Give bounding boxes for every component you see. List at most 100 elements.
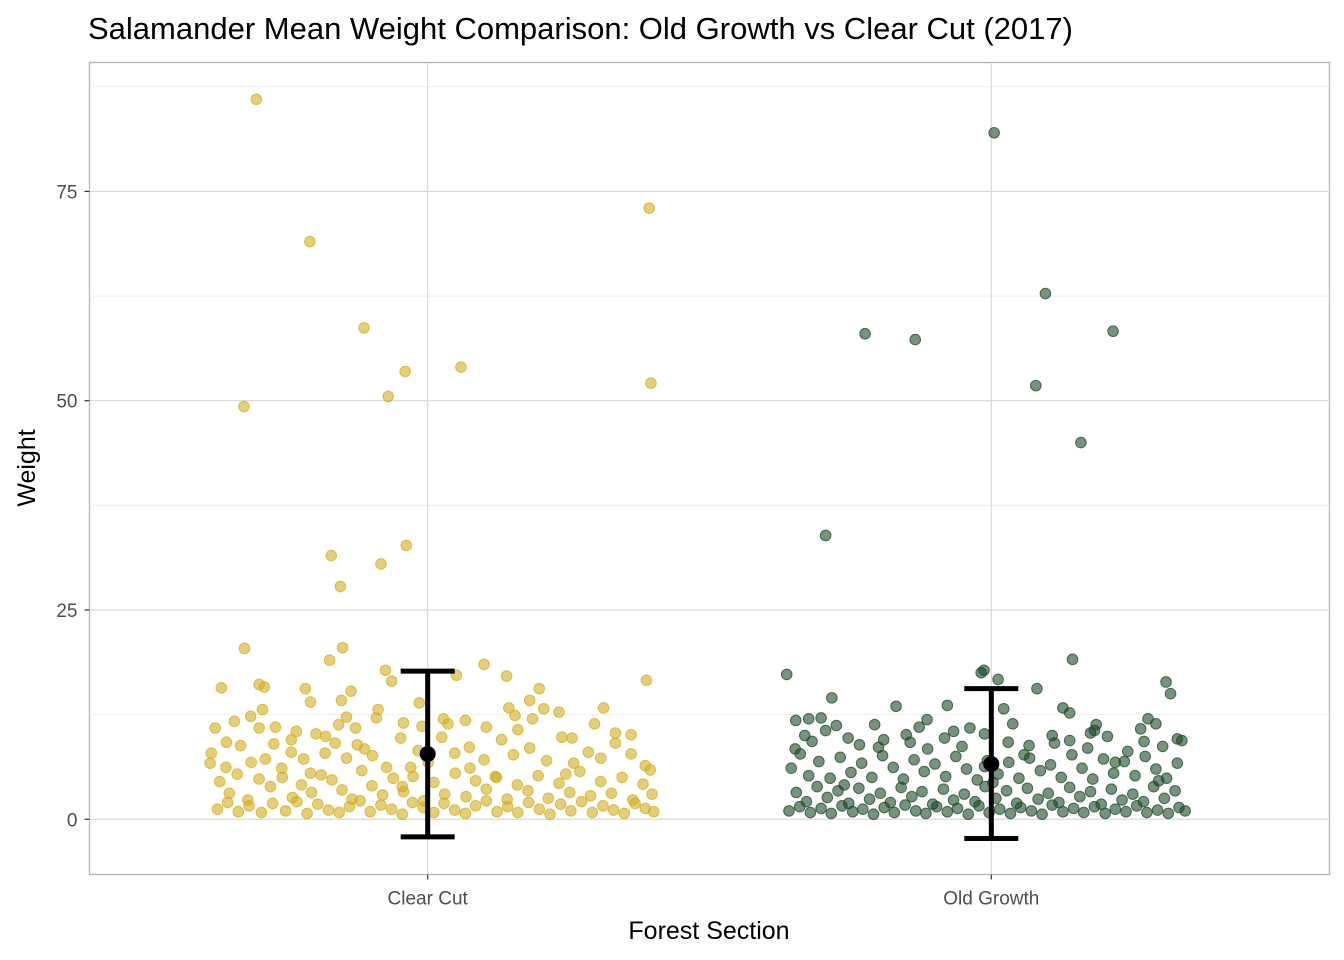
data-point: [1086, 773, 1099, 785]
data-point: [825, 807, 838, 820]
data-point: [597, 800, 609, 812]
data-point: [584, 790, 597, 802]
data-point: [264, 780, 277, 793]
data-point: [336, 784, 348, 796]
data-point: [973, 800, 985, 812]
data-point: [503, 702, 515, 714]
data-point: [913, 721, 925, 733]
data-point: [1101, 730, 1114, 743]
data-point: [947, 725, 960, 738]
data-point: [304, 235, 316, 248]
data-point: [255, 806, 268, 819]
data-point: [500, 670, 513, 682]
data-point: [315, 769, 327, 781]
data-point: [478, 658, 490, 671]
data-point: [268, 738, 280, 750]
data-point: [358, 743, 371, 755]
data-point: [322, 804, 335, 816]
data-point: [625, 748, 637, 760]
data-point: [238, 400, 250, 413]
data-point: [1055, 771, 1068, 784]
data-point: [205, 747, 218, 759]
data-point: [1075, 436, 1087, 449]
data-point: [819, 724, 832, 737]
data-point: [366, 749, 379, 762]
data-point: [256, 703, 269, 716]
x-tick-label: Old Growth: [943, 889, 1039, 910]
mean-point: [419, 745, 436, 762]
data-point: [920, 807, 932, 820]
data-point: [413, 697, 426, 709]
data-point: [291, 795, 303, 808]
data-point: [220, 761, 232, 774]
data-point: [645, 377, 657, 389]
data-point: [644, 764, 657, 776]
data-point: [209, 722, 221, 734]
data-point: [951, 802, 964, 815]
data-point: [574, 765, 586, 778]
data-point: [930, 800, 943, 813]
data-point: [1014, 801, 1027, 814]
data-point: [1067, 802, 1080, 815]
data-point: [565, 805, 577, 817]
data-point: [455, 361, 467, 374]
data-point: [385, 803, 398, 816]
data-point: [285, 733, 298, 746]
data-point: [1021, 782, 1034, 795]
data-point: [507, 748, 520, 761]
data-point: [1036, 808, 1048, 821]
data-point: [908, 754, 920, 766]
data-point: [582, 746, 595, 759]
data-point: [594, 752, 607, 764]
data-point: [228, 715, 241, 728]
data-point: [906, 790, 918, 803]
data-point: [964, 722, 976, 734]
data-point: [962, 808, 975, 821]
data-point: [349, 722, 362, 734]
data-point: [836, 800, 848, 812]
data-point: [811, 780, 823, 793]
data-point: [1164, 687, 1177, 700]
data-point: [783, 805, 795, 817]
y-tick-label: 75: [56, 182, 77, 203]
data-point: [971, 774, 984, 786]
data-point: [1151, 804, 1164, 816]
data-point: [463, 741, 476, 754]
data-point: [553, 706, 565, 718]
data-point: [846, 805, 859, 818]
data-point: [464, 762, 476, 774]
y-axis-ticks: 0 25 50 75: [56, 182, 90, 831]
data-point: [895, 781, 907, 794]
data-point: [938, 732, 951, 744]
data-point: [815, 802, 827, 815]
data-point: [1081, 742, 1094, 754]
data-point: [872, 741, 885, 754]
data-point: [509, 709, 521, 722]
data-point: [1018, 748, 1030, 761]
data-point: [845, 766, 857, 779]
data-point: [387, 772, 400, 785]
data-point: [1152, 774, 1165, 787]
data-point: [937, 783, 950, 795]
data-point: [1031, 682, 1043, 695]
data-point: [220, 736, 233, 749]
data-point: [646, 788, 658, 800]
data-point: [221, 796, 234, 809]
data-point: [533, 803, 546, 816]
data-point: [1084, 727, 1097, 739]
data-point: [1046, 799, 1058, 811]
data-point: [310, 728, 322, 740]
data-point: [567, 757, 580, 769]
x-tick-label: Clear Cut: [388, 889, 469, 910]
data-point: [480, 783, 493, 795]
data-point: [1042, 787, 1055, 800]
data-point: [394, 732, 407, 744]
data-point: [1121, 745, 1134, 758]
data-point: [532, 769, 544, 782]
data-point: [1130, 800, 1143, 812]
data-point: [478, 754, 490, 766]
data-point: [1162, 807, 1175, 820]
data-point: [1076, 762, 1088, 774]
data-point: [939, 770, 952, 783]
data-point: [375, 558, 387, 570]
